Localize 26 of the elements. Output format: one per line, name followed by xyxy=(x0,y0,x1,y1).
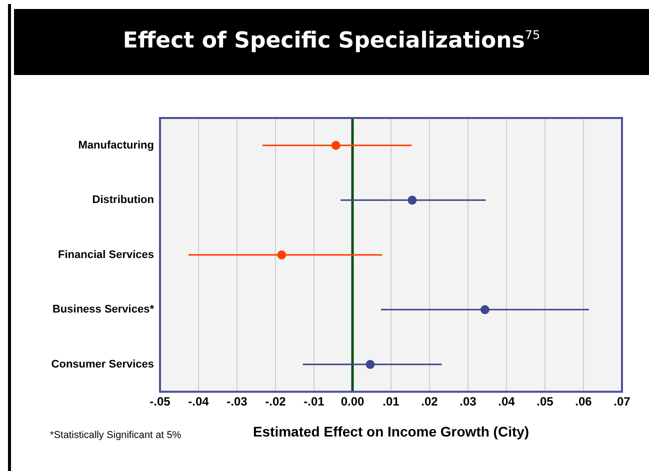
point xyxy=(331,140,340,150)
y-tick-label: Financial Services xyxy=(58,248,154,261)
x-tick-label: -.04 xyxy=(188,394,210,408)
y-tick-label: Distribution xyxy=(92,194,154,206)
x-tick-label: .05 xyxy=(536,394,554,408)
x-tick-label: -.03 xyxy=(226,394,248,408)
x-tick-label: -.01 xyxy=(304,394,325,408)
x-tick-label: .07 xyxy=(614,394,631,408)
y-tick-label: Manufacturing xyxy=(78,139,154,152)
x-tick-label: .03 xyxy=(460,394,477,408)
y-tick-label: Business Services* xyxy=(52,304,155,316)
text: *Statistically Significant at 5% xyxy=(50,430,182,441)
point xyxy=(277,250,286,260)
x-tick-label: .02 xyxy=(421,394,438,408)
x-axis-title: Estimated Effect on Income Growth (City) xyxy=(252,423,530,440)
chart-title: Effect of Specific Specializations$^{75}$ xyxy=(14,9,649,75)
point xyxy=(366,360,375,369)
point xyxy=(480,305,490,314)
x-tick-label: .06 xyxy=(575,394,592,408)
x-tick-label: .01 xyxy=(382,394,400,408)
point xyxy=(408,196,417,205)
x-tick-label: -.02 xyxy=(265,394,286,408)
x-tick-label: .04 xyxy=(498,394,516,408)
y-tick-label: Consumer Services xyxy=(51,358,154,370)
x-tick-label: -.05 xyxy=(150,394,171,408)
x-tick-label: 0.00 xyxy=(340,394,364,408)
